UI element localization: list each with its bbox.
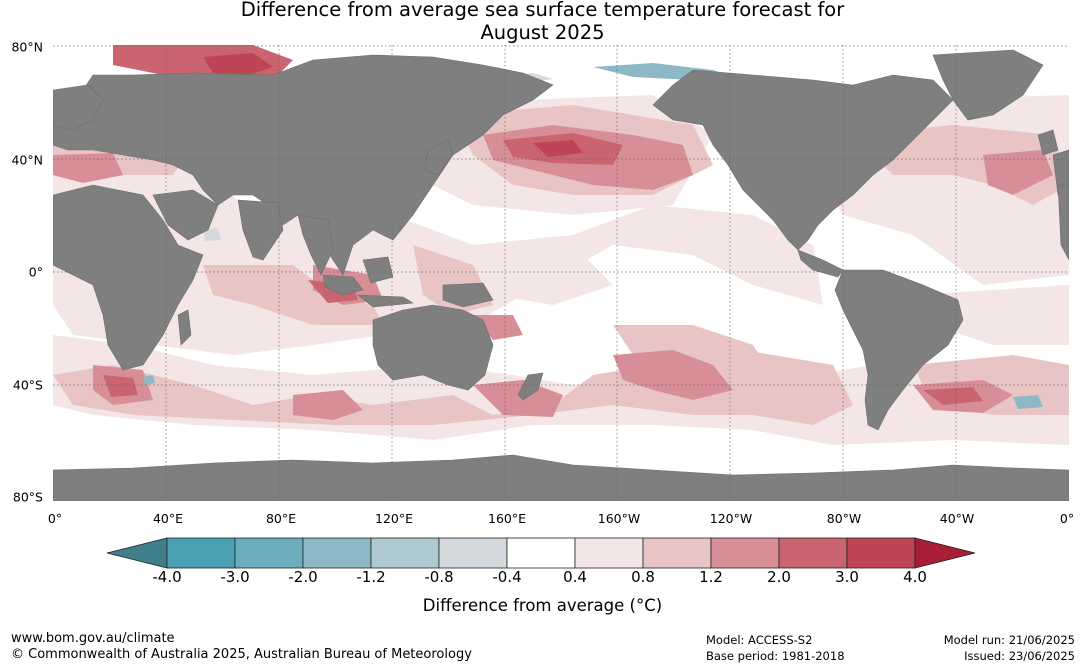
lat-label-80s: 80°S — [12, 489, 43, 505]
colorbar-tick: 3.0 — [835, 568, 859, 586]
footer-model: Model: ACCESS-S2 — [706, 633, 813, 647]
lon-label-120e: 120°E — [374, 511, 414, 526]
colorbar-segment — [438, 537, 508, 569]
colorbar-tick: -0.4 — [492, 568, 522, 586]
footer-copyright: © Commonwealth of Australia 2025, Austra… — [11, 647, 472, 662]
lon-label-120w: 120°W — [709, 511, 753, 526]
se-asia-landmass — [297, 214, 334, 276]
lon-label-0-right: 0° — [1059, 511, 1075, 526]
africa-landmass — [53, 184, 204, 371]
greenland-landmass — [932, 49, 1044, 121]
map-svg — [53, 45, 1069, 501]
java-landmass — [357, 294, 414, 308]
chart-title: Difference from average sea surface temp… — [0, 0, 1085, 44]
colorbar-segment — [778, 537, 848, 569]
colorbar-extension-high — [914, 537, 976, 569]
north-america-landmass — [652, 69, 954, 251]
colorbar-segment — [166, 537, 236, 569]
uk-landmass — [1037, 129, 1059, 156]
africa-wrap-landmass — [1057, 184, 1069, 261]
colorbar-tick: 1.2 — [699, 568, 723, 586]
arabia-landmass — [152, 189, 219, 241]
lon-label-0-left: 0° — [47, 511, 63, 526]
title-line-1: Difference from average sea surface temp… — [240, 0, 845, 21]
colorbar-segment — [506, 537, 576, 569]
colorbar-segments — [106, 537, 976, 569]
lat-label-40n: 40°N — [11, 152, 43, 168]
lon-label-160e: 160°E — [487, 511, 527, 526]
south-america-landmass — [834, 269, 964, 431]
lat-label-40s: 40°S — [12, 377, 43, 393]
title-line-2: August 2025 — [480, 21, 605, 44]
colorbar-segment — [710, 537, 780, 569]
colorbar-title: Difference from average (°C) — [422, 596, 663, 615]
borneo-landmass — [362, 256, 394, 284]
lat-label-80n: 80°N — [11, 39, 43, 55]
antarctica-landmass — [53, 454, 1069, 501]
colorbar-tick: -4.0 — [152, 568, 182, 586]
new-guinea-landmass — [442, 282, 494, 308]
australia-landmass — [372, 304, 494, 391]
europe-landmass — [53, 84, 104, 131]
lon-label-80w: 80°W — [826, 511, 862, 526]
lat-label-0: 0° — [28, 264, 43, 280]
colorbar-tick: 0.4 — [563, 568, 587, 586]
colorbar-extension-low — [106, 537, 168, 569]
land-layer — [53, 49, 1069, 501]
sumatra-landmass — [322, 274, 364, 296]
anomaly-layer-3.0-4.0 — [203, 53, 583, 157]
sst-anomaly-map — [53, 45, 1069, 501]
colorbar-tick: -0.8 — [424, 568, 454, 586]
colorbar-segment — [370, 537, 440, 569]
lon-label-80e: 80°E — [265, 511, 297, 526]
colorbar-tick: -2.0 — [288, 568, 318, 586]
colorbar-segment — [234, 537, 304, 569]
colorbar-segment — [846, 537, 916, 569]
japan-landmass — [424, 139, 454, 176]
footer-website: www.bom.gov.au/climate — [11, 631, 175, 646]
eurasia-landmass — [53, 54, 554, 276]
colorbar-tick: 0.8 — [631, 568, 655, 586]
footer-base-period: Base period: 1981-2018 — [706, 649, 845, 663]
colorbar-segment — [642, 537, 712, 569]
colorbar-tick: -3.0 — [220, 568, 250, 586]
colorbar-segment — [302, 537, 372, 569]
footer-model-run: Model run: 21/06/2025 — [943, 633, 1075, 647]
colorbar-tick: 4.0 — [903, 568, 927, 586]
lon-label-40w: 40°W — [939, 511, 975, 526]
central-america-landmass — [797, 249, 844, 278]
colorbar-segment — [574, 537, 644, 569]
madagascar-landmass — [177, 309, 192, 346]
colorbar-tick: -1.2 — [356, 568, 386, 586]
colorbar-tick: 2.0 — [767, 568, 791, 586]
lon-label-40e: 40°E — [152, 511, 184, 526]
india-landmass — [237, 199, 284, 261]
new-zealand-landmass — [517, 372, 544, 401]
graticule — [53, 45, 1069, 501]
footer-issued: Issued: 23/06/2025 — [964, 649, 1075, 663]
lon-label-160w: 160°W — [597, 511, 641, 526]
colorbar — [106, 537, 976, 569]
